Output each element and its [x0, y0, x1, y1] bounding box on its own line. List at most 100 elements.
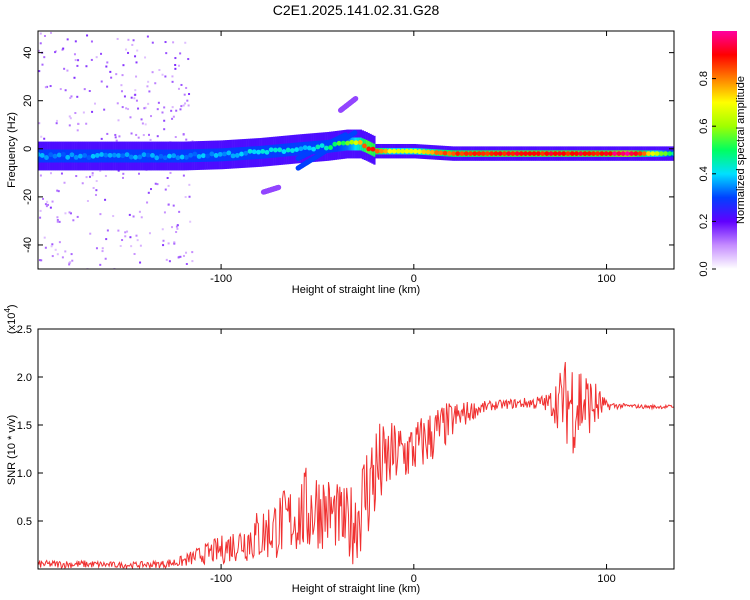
- heatmap-cell: [463, 151, 469, 157]
- spectrogram-xlabel: Height of straight line (km): [292, 284, 420, 296]
- heatmap-cell: [149, 138, 152, 141]
- heatmap-cell: [226, 150, 232, 156]
- heatmap-cell: [468, 151, 473, 157]
- heatmap-cell: [174, 57, 177, 60]
- heatmap-cell: [56, 220, 59, 223]
- heatmap-cell: [540, 151, 545, 157]
- heatmap-cell: [603, 151, 609, 157]
- heatmap-cell: [156, 183, 159, 186]
- heatmap-cell: [129, 236, 132, 239]
- heatmap-cell: [502, 151, 507, 157]
- heatmap-cell: [106, 61, 109, 64]
- heatmap-cell: [442, 150, 448, 156]
- y-tick-label: 40: [22, 47, 34, 59]
- heatmap-cell: [148, 232, 151, 235]
- heatmap-cell: [174, 136, 177, 139]
- heatmap-cell: [117, 229, 120, 232]
- heatmap-cell: [174, 63, 177, 66]
- heatmap-cell: [480, 151, 486, 157]
- heatmap-cell: [117, 169, 120, 172]
- heatmap-cell: [141, 122, 144, 125]
- heatmap-cell: [56, 216, 59, 219]
- heatmap-cell: [311, 146, 316, 152]
- heatmap-cell: [131, 43, 134, 46]
- snr-xlabel: Height of straight line (km): [292, 583, 420, 595]
- heatmap-cell: [56, 218, 59, 221]
- heatmap-cell: [319, 143, 325, 149]
- heatmap-cell: [38, 49, 41, 52]
- heatmap-cell: [124, 231, 127, 234]
- heatmap-cell: [150, 188, 153, 191]
- heatmap-cell: [187, 104, 190, 107]
- heatmap-cell: [164, 41, 167, 44]
- heatmap-cell: [65, 154, 71, 160]
- heatmap-cell: [150, 115, 153, 118]
- heatmap-cell: [654, 151, 660, 157]
- heatmap-cell: [43, 236, 46, 239]
- heatmap-cell: [544, 151, 550, 157]
- heatmap-cell: [506, 151, 512, 157]
- heatmap-cell: [44, 86, 47, 89]
- heatmap-cell: [273, 147, 278, 153]
- snr-series-line: [38, 361, 674, 569]
- heatmap-cell: [569, 151, 575, 157]
- heatmap-cell: [163, 128, 166, 131]
- colorbar-ticks: 0.0 0.2 0.4 0.6 0.8: [698, 71, 716, 277]
- heatmap-cell: [130, 132, 133, 135]
- heatmap-cell: [86, 34, 89, 37]
- heatmap-cell: [172, 115, 175, 118]
- heatmap-cell: [268, 147, 274, 153]
- heatmap-cell: [49, 172, 52, 175]
- heatmap-cell: [171, 117, 174, 120]
- heatmap-cell: [68, 124, 71, 127]
- heatmap-cell: [165, 258, 168, 261]
- heatmap-cell: [49, 206, 52, 209]
- heatmap-cell: [151, 71, 154, 74]
- heatmap-cell: [168, 260, 171, 263]
- heatmap-cell: [143, 107, 146, 110]
- heatmap-cell: [139, 244, 142, 247]
- heatmap-cell: [130, 245, 133, 248]
- heatmap-cell: [552, 151, 558, 157]
- heatmap-cell: [472, 151, 478, 157]
- heatmap-cell: [133, 97, 136, 100]
- heatmap-cell: [172, 204, 175, 207]
- heatmap-cell: [191, 251, 194, 254]
- heatmap-cell: [137, 172, 140, 175]
- heatmap-cell: [256, 149, 261, 155]
- heatmap-cell: [196, 154, 202, 159]
- heatmap-cell: [650, 151, 656, 157]
- heatmap-cell: [164, 188, 167, 191]
- heatmap-cell: [146, 201, 149, 204]
- heatmap-cell: [74, 40, 77, 43]
- heatmap-cell: [38, 122, 41, 125]
- heatmap-cell: [134, 89, 137, 92]
- heatmap-cell: [46, 85, 49, 88]
- heatmap-cell: [135, 61, 138, 64]
- heatmap-cell: [151, 41, 154, 44]
- heatmap-cell: [222, 151, 227, 157]
- heatmap-cell: [76, 129, 79, 132]
- heatmap-cell: [95, 180, 98, 183]
- snr-multiplier-exp: 4: [3, 308, 12, 313]
- heatmap-cell: [510, 151, 516, 157]
- heatmap-cell: [608, 151, 613, 157]
- heatmap-cell: [171, 226, 174, 229]
- heatmap-cell: [591, 151, 596, 157]
- heatmap-cell: [120, 90, 123, 93]
- heatmap-cell: [124, 48, 127, 51]
- heatmap-cell: [192, 151, 198, 157]
- heatmap-cell: [404, 148, 410, 154]
- heatmap-cell: [163, 211, 166, 214]
- heatmap-cell: [595, 151, 601, 157]
- heatmap-cell: [633, 151, 639, 157]
- heatmap-cell: [128, 213, 131, 216]
- heatmap-cell: [94, 102, 97, 105]
- heatmap-cell: [130, 96, 133, 99]
- heatmap-cell: [417, 149, 422, 154]
- heatmap-cell: [134, 93, 137, 96]
- heatmap-cell: [127, 38, 130, 41]
- heatmap-cell: [183, 93, 186, 96]
- y-tick-label: 0.5: [17, 516, 32, 528]
- heatmap-cell: [290, 148, 295, 153]
